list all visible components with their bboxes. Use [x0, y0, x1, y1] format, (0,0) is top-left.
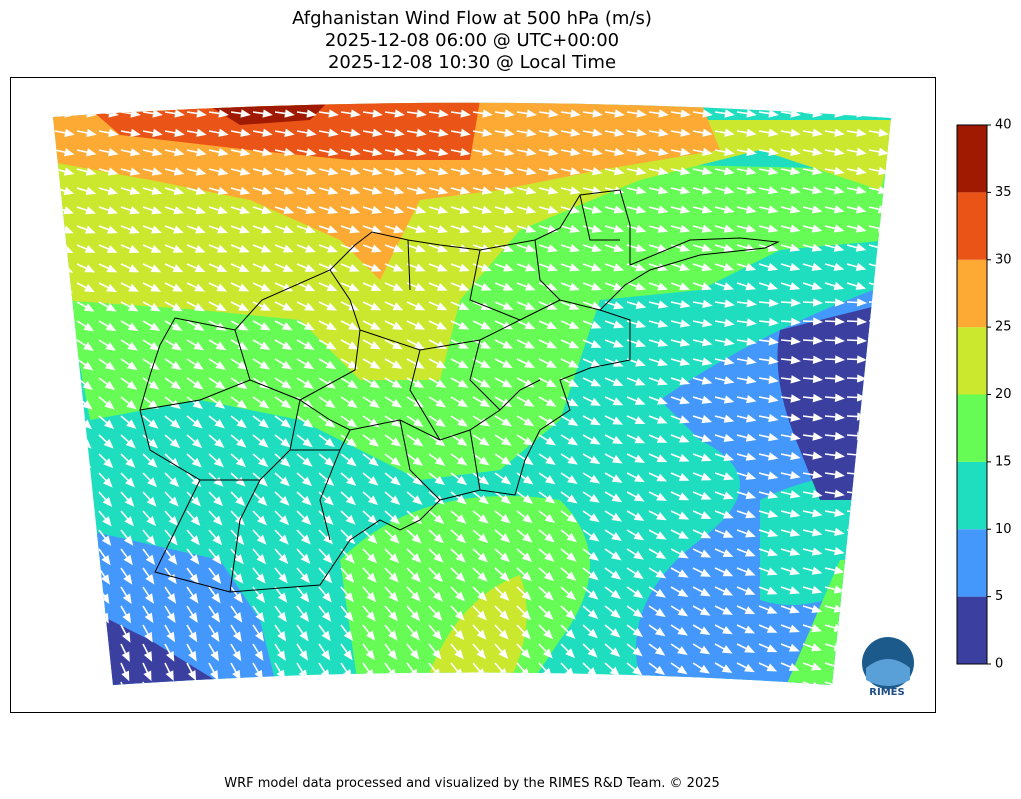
logo: RIMES [862, 637, 914, 698]
colorbar-tick-label: 10 [995, 522, 1012, 537]
colorbar-tick-label: 30 [995, 252, 1012, 267]
title-line: 2025-12-08 06:00 @ UTC+00:00 [325, 30, 619, 51]
colorbar-segment [957, 327, 987, 395]
colorbar-tick-label: 35 [995, 185, 1012, 200]
map-frame [10, 77, 936, 713]
colorbar-segment [957, 259, 987, 328]
colorbar-segment [957, 461, 987, 530]
colorbar-segment [957, 192, 987, 260]
title-line: 2025-12-08 10:30 @ Local Time [328, 52, 616, 73]
borders [139, 189, 780, 593]
colorbar-segment [957, 394, 987, 462]
colorbar-tick-label: 25 [995, 320, 1012, 335]
colorbar-segment [957, 529, 987, 597]
title-line: Afghanistan Wind Flow at 500 hPa (m/s) [292, 8, 652, 29]
colorbar-tick-label: 5 [995, 589, 1003, 604]
colorbar-tick-label: 0 [995, 657, 1003, 672]
colorbar-segment [957, 596, 987, 664]
colorbar-tick-label: 15 [995, 454, 1012, 469]
colorbar-tick-label: 40 [995, 118, 1012, 133]
logo-text: RIMES [869, 687, 904, 698]
wind-arrows [54, 109, 891, 685]
contour-fill [340, 496, 590, 685]
logo-wave [866, 659, 910, 686]
province-border [139, 194, 620, 593]
colorbar-segment [957, 125, 987, 193]
colorbar: 0 5 10 15 20 25 30 35 40 [956, 118, 1012, 672]
country-border [139, 189, 780, 593]
colorbar-tick-label: 20 [995, 387, 1012, 402]
footer: WRF model data processed and visualized … [224, 776, 720, 791]
